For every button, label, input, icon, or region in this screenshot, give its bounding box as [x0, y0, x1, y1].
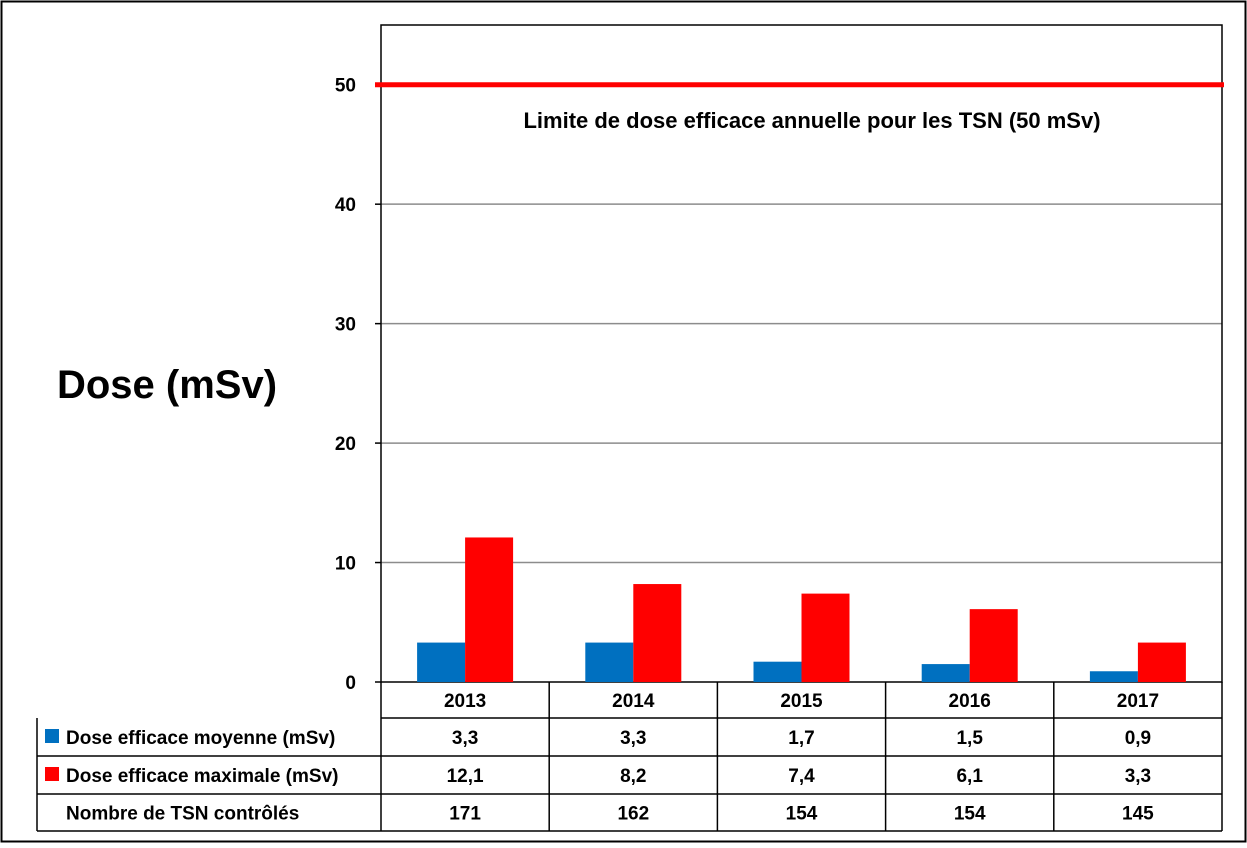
legend-label: Dose efficace moyenne (mSv)	[66, 728, 335, 749]
bar-max-2015	[801, 593, 850, 682]
table-cell-value: 6,1	[956, 766, 983, 787]
y-tick-label: 50	[335, 76, 356, 97]
table-cell-value: 8,2	[620, 766, 646, 787]
bar-mean-2017	[1089, 671, 1138, 682]
table-cell-value: 1,7	[788, 728, 814, 749]
legend-label: Dose efficace maximale (mSv)	[66, 766, 338, 787]
category-label: 2015	[780, 691, 823, 712]
table-cell-value: 3,3	[452, 728, 478, 749]
table-cell-value: 1,5	[956, 728, 983, 749]
category-label: 2014	[612, 691, 655, 712]
y-tick-label: 10	[335, 554, 356, 575]
bar-max-2013	[465, 537, 514, 682]
y-tick-label: 20	[335, 434, 356, 455]
table-cell-value: 171	[449, 804, 481, 825]
table-cell-value: 12,1	[447, 766, 484, 787]
bar-mean-2014	[585, 642, 634, 682]
category-label: 2013	[444, 691, 486, 712]
y-tick-label: 0	[345, 673, 356, 694]
bar-mean-2013	[417, 642, 466, 682]
category-label: 2016	[949, 691, 991, 712]
bar-mean-2015	[753, 661, 802, 682]
y-tick-label: 30	[335, 315, 356, 336]
y-tick-label: 40	[335, 195, 356, 216]
table-row-label: Nombre de TSN contrôlés	[66, 804, 299, 825]
bar-max-2014	[633, 584, 682, 682]
table-cell-value: 162	[617, 804, 649, 825]
table-cell-value: 3,3	[1125, 766, 1151, 787]
table-cell-value: 154	[786, 804, 818, 825]
table-cell-value: 0,9	[1125, 728, 1151, 749]
bar-max-2016	[969, 609, 1018, 682]
table-cell-value: 154	[954, 804, 986, 825]
y-axis-label: Dose (mSv)	[57, 363, 277, 407]
reference-line-label: Limite de dose efficace annuelle pour le…	[523, 108, 1100, 133]
bar-mean-2016	[921, 664, 970, 682]
legend-swatch-mean	[45, 729, 59, 743]
legend-swatch-max	[45, 767, 59, 781]
table-cell-value: 3,3	[620, 728, 646, 749]
bar-max-2017	[1137, 642, 1186, 682]
table-cell-value: 145	[1122, 804, 1154, 825]
category-label: 2017	[1117, 691, 1159, 712]
table-cell-value: 7,4	[788, 766, 815, 787]
